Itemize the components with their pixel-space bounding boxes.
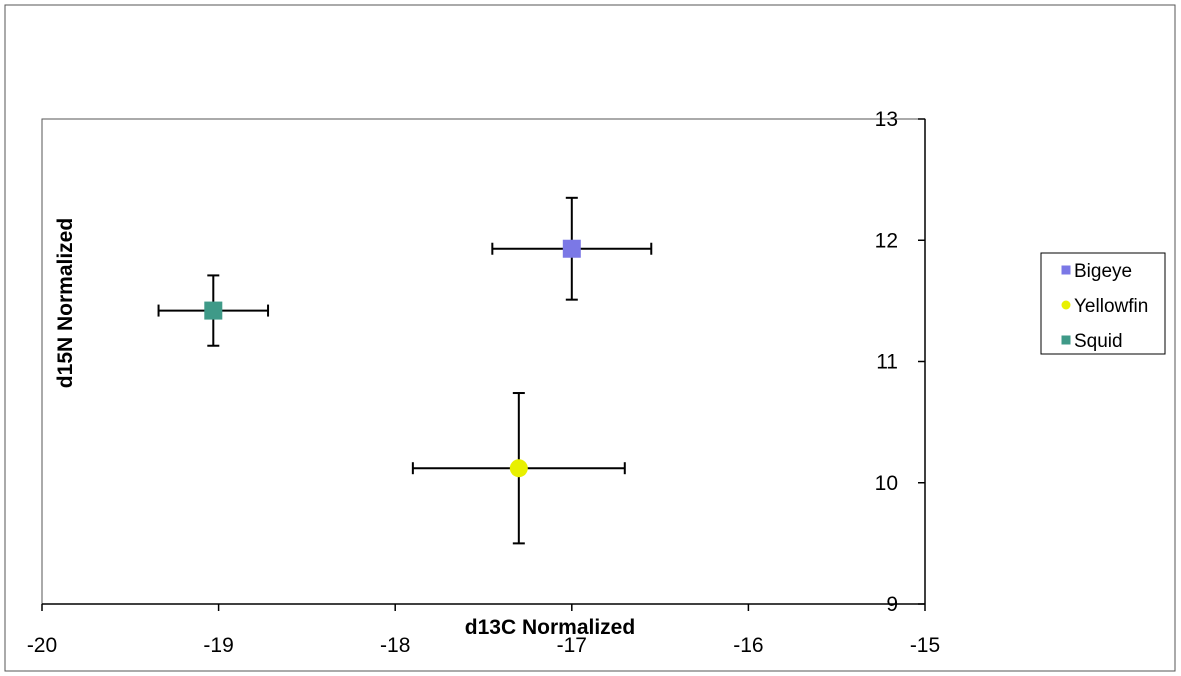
x-tick-label: -19	[203, 634, 233, 657]
data-marker	[562, 239, 581, 258]
legend-label: Squid	[1074, 331, 1123, 352]
y-tick-label: 12	[875, 229, 898, 252]
y-tick-label: 11	[876, 351, 898, 374]
y-tick-label: 9	[886, 593, 898, 616]
chart-border	[4, 4, 1176, 672]
legend: Bigeye Yellowfin Squid	[1040, 252, 1166, 355]
data-point-squid	[157, 274, 270, 347]
data-point-bigeye	[491, 196, 653, 301]
data-marker	[204, 301, 223, 320]
x-tick-label: -18	[380, 634, 410, 657]
data-marker	[509, 459, 528, 478]
y-axis-ticks: 9 10 11 12 13	[875, 108, 925, 616]
legend-swatch	[1061, 300, 1071, 310]
legend-item-yellowfin: Yellowfin	[1061, 296, 1148, 317]
legend-swatch	[1061, 265, 1071, 275]
x-tick-label: -15	[910, 634, 940, 657]
x-axis-ticks: -20 -19 -18 -17 -16 -15	[27, 604, 940, 657]
y-tick-label: 13	[875, 108, 898, 131]
y-axis-title: d15N Normalized	[54, 218, 77, 388]
x-tick-label: -16	[733, 634, 763, 657]
legend-label: Yellowfin	[1074, 296, 1148, 317]
y-tick-label: 10	[875, 472, 898, 495]
x-axis-title: d13C Normalized	[465, 616, 635, 639]
x-tick-label: -17	[557, 634, 587, 657]
data-series	[157, 196, 653, 545]
x-tick-label: -20	[27, 634, 57, 657]
legend-label: Bigeye	[1074, 261, 1132, 282]
legend-item-squid: Squid	[1061, 331, 1123, 352]
data-point-yellowfin	[411, 392, 626, 545]
legend-swatch	[1061, 335, 1071, 345]
legend-item-bigeye: Bigeye	[1061, 261, 1132, 282]
